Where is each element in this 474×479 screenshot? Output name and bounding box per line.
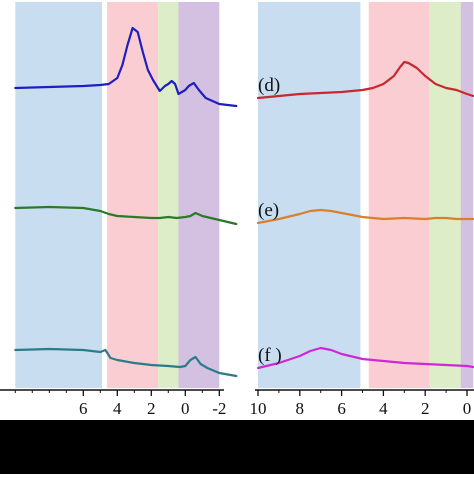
x-tick-label: 0 bbox=[181, 399, 190, 418]
region-band-3 bbox=[158, 2, 178, 388]
region-band-4 bbox=[461, 2, 474, 388]
region-band-1 bbox=[15, 2, 102, 388]
x-tick-label: 6 bbox=[337, 399, 346, 418]
x-tick-label: -2 bbox=[212, 399, 226, 418]
spectrum-label: (e) bbox=[258, 200, 279, 221]
x-tick-label: 10 bbox=[250, 399, 267, 418]
x-tick-label: 4 bbox=[379, 399, 388, 418]
spectrum-label: (f ) bbox=[258, 345, 282, 366]
region-band-2 bbox=[369, 2, 430, 388]
left-spectra-panel: 6 4 2 0 -2 bbox=[0, 2, 236, 418]
x-tick-label: 2 bbox=[147, 399, 156, 418]
region-band-2 bbox=[107, 2, 158, 388]
region-band-1 bbox=[258, 2, 360, 388]
right-spectra-panel: (d) (e) (f ) 10 8 6 4 2 0 bbox=[250, 2, 474, 418]
spectrum-label: (d) bbox=[258, 75, 280, 96]
x-tick-label: 2 bbox=[421, 399, 430, 418]
x-tick-label: 0 bbox=[463, 399, 472, 418]
x-tick-label: 8 bbox=[296, 399, 305, 418]
x-tick-label: 6 bbox=[79, 399, 88, 418]
region-band-4 bbox=[179, 2, 220, 388]
bottom-black-band bbox=[0, 420, 474, 474]
x-tick-label: 4 bbox=[113, 399, 122, 418]
region-band-3 bbox=[429, 2, 460, 388]
